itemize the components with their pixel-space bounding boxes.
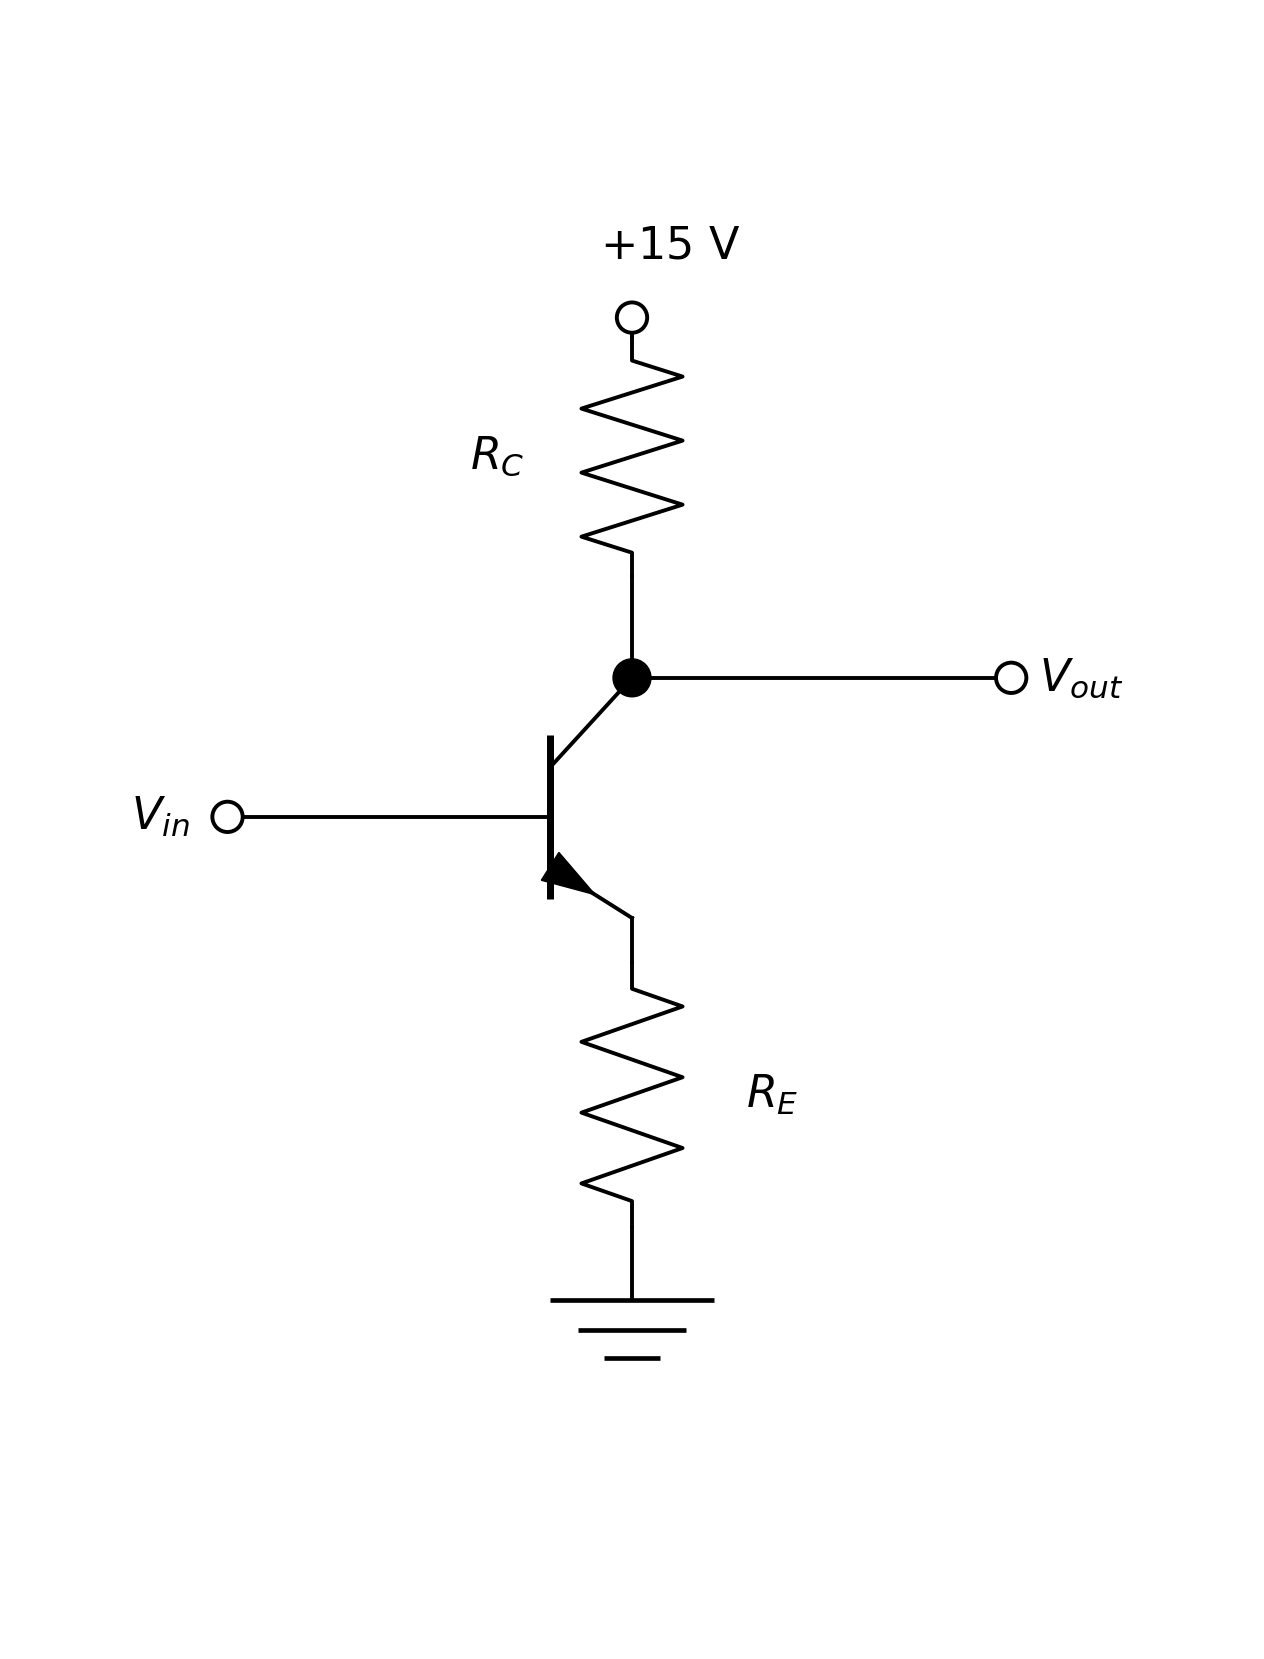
Text: $R_C$: $R_C$ (470, 435, 525, 478)
Text: $V_{out}$: $V_{out}$ (1039, 655, 1124, 700)
Text: $V_{in}$: $V_{in}$ (131, 795, 190, 839)
Polygon shape (541, 853, 595, 894)
Text: $R_E$: $R_E$ (746, 1073, 799, 1117)
Text: $+15\ \mathrm{V}$: $+15\ \mathrm{V}$ (599, 224, 741, 267)
Circle shape (613, 659, 651, 697)
